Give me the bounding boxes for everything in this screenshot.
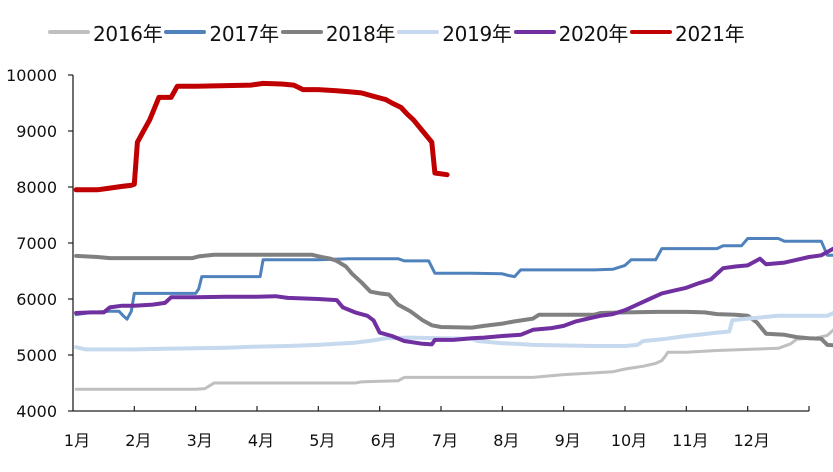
y-tick-label: 7000	[16, 234, 57, 253]
y-axis: 4000 5000 6000 7000 8000 9000 10000	[6, 66, 74, 421]
series-line-2016年	[74, 328, 833, 391]
legend-item: 2021年	[630, 18, 746, 47]
legend-swatch-icon	[164, 30, 207, 34]
legend-item: 2019年	[397, 18, 513, 47]
legend-label: 2020年	[558, 21, 629, 46]
x-tick-label: 1月	[64, 431, 90, 450]
x-tick-label: 9月	[555, 431, 581, 450]
chart-legend: 2016年 2017年 2018年 2019年 2020年 2021年	[48, 18, 746, 46]
legend-label: 2016年	[93, 21, 163, 46]
x-tick-label: 7月	[432, 431, 458, 450]
x-axis: 1月 2月 3月 4月 5月 6月 7月 8月 9月 10月 11月 12月	[64, 406, 810, 450]
y-tick-label: 9000	[16, 122, 57, 141]
legend-item: 2016年	[48, 18, 164, 47]
x-tick-label: 8月	[493, 431, 519, 450]
x-tick-label: 4月	[248, 431, 274, 450]
legend-label: 2019年	[442, 21, 512, 46]
legend-item: 2020年	[513, 18, 630, 47]
legend-swatch-icon	[630, 30, 673, 34]
series-line-2020年	[74, 246, 833, 347]
series-line-2017年	[74, 237, 833, 321]
legend-label: 2017年	[209, 21, 279, 46]
x-tick-label: 11月	[672, 431, 708, 450]
x-tick-label: 2月	[125, 431, 151, 450]
y-tick-label: 5000	[16, 346, 57, 365]
legend-item: 2018年	[280, 18, 397, 47]
legend-item: 2017年	[164, 18, 280, 47]
x-tick-label: 10月	[611, 431, 647, 450]
series-line-2021年	[73, 80, 450, 193]
x-tick-label: 6月	[371, 431, 397, 450]
legend-swatch-icon	[397, 30, 440, 34]
series-line-2019年	[74, 311, 833, 352]
x-tick-label: 12月	[733, 431, 769, 450]
legend-swatch-icon	[280, 30, 323, 34]
x-tick-label: 3月	[187, 431, 213, 450]
y-tick-label: 6000	[16, 290, 57, 309]
legend-label: 2018年	[325, 21, 396, 46]
y-tick-label: 8000	[16, 178, 57, 197]
x-tick-label: 5月	[309, 431, 335, 450]
series-line-2018年	[74, 252, 833, 348]
y-tick-label: 4000	[16, 402, 57, 421]
legend-label: 2021年	[675, 21, 745, 46]
legend-swatch-icon	[513, 30, 556, 34]
series-lines	[73, 80, 833, 391]
y-tick-label: 10000	[6, 66, 57, 85]
legend-swatch-icon	[48, 30, 90, 34]
